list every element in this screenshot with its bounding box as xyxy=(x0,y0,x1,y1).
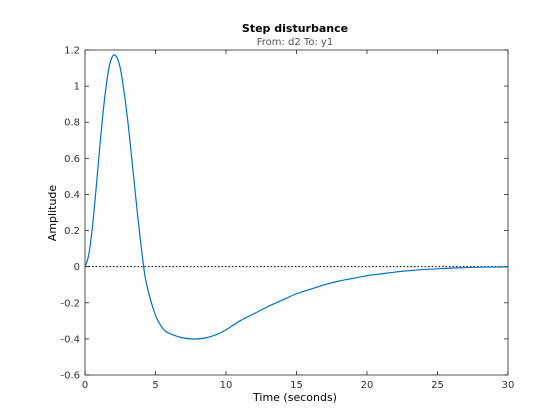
y-tick-label: -0.2 xyxy=(60,298,80,309)
chart-subtitle: From: d2 To: y1 xyxy=(257,37,334,48)
x-tick-label: 0 xyxy=(82,380,88,391)
y-tick-label: 0.4 xyxy=(64,190,80,201)
axis-tick-labels: 0 5 10 15 20 25 30 -0.6 -0.4 -0.2 0 0.2 0.4 0.6 0.8 1 1.… xyxy=(60,46,514,392)
y-tick-label: 0 xyxy=(74,262,80,273)
y-axis-label: Amplitude xyxy=(46,185,59,242)
x-tick-label: 15 xyxy=(290,380,303,391)
y-tick-label: -0.4 xyxy=(60,334,80,345)
y-tick-label: 0.6 xyxy=(64,154,80,165)
y-tick-label: 0.2 xyxy=(64,226,80,237)
y-tick-label: 1.2 xyxy=(64,46,80,57)
x-tick-label: 5 xyxy=(152,380,158,391)
chart-title: Step disturbance xyxy=(242,22,348,35)
x-tick-label: 10 xyxy=(220,380,233,391)
y-tick-label: 0.8 xyxy=(64,118,80,129)
y-tick-label: 1 xyxy=(74,82,80,93)
step-response-line xyxy=(84,54,509,340)
x-tick-label: 25 xyxy=(431,380,444,391)
x-tick-label: 30 xyxy=(502,380,515,391)
x-tick-label: 20 xyxy=(361,380,374,391)
y-tick-label: -0.6 xyxy=(60,371,80,382)
axis-ticks xyxy=(84,49,509,376)
plot-area xyxy=(84,49,509,376)
x-axis-label: Time (seconds) xyxy=(252,391,337,404)
